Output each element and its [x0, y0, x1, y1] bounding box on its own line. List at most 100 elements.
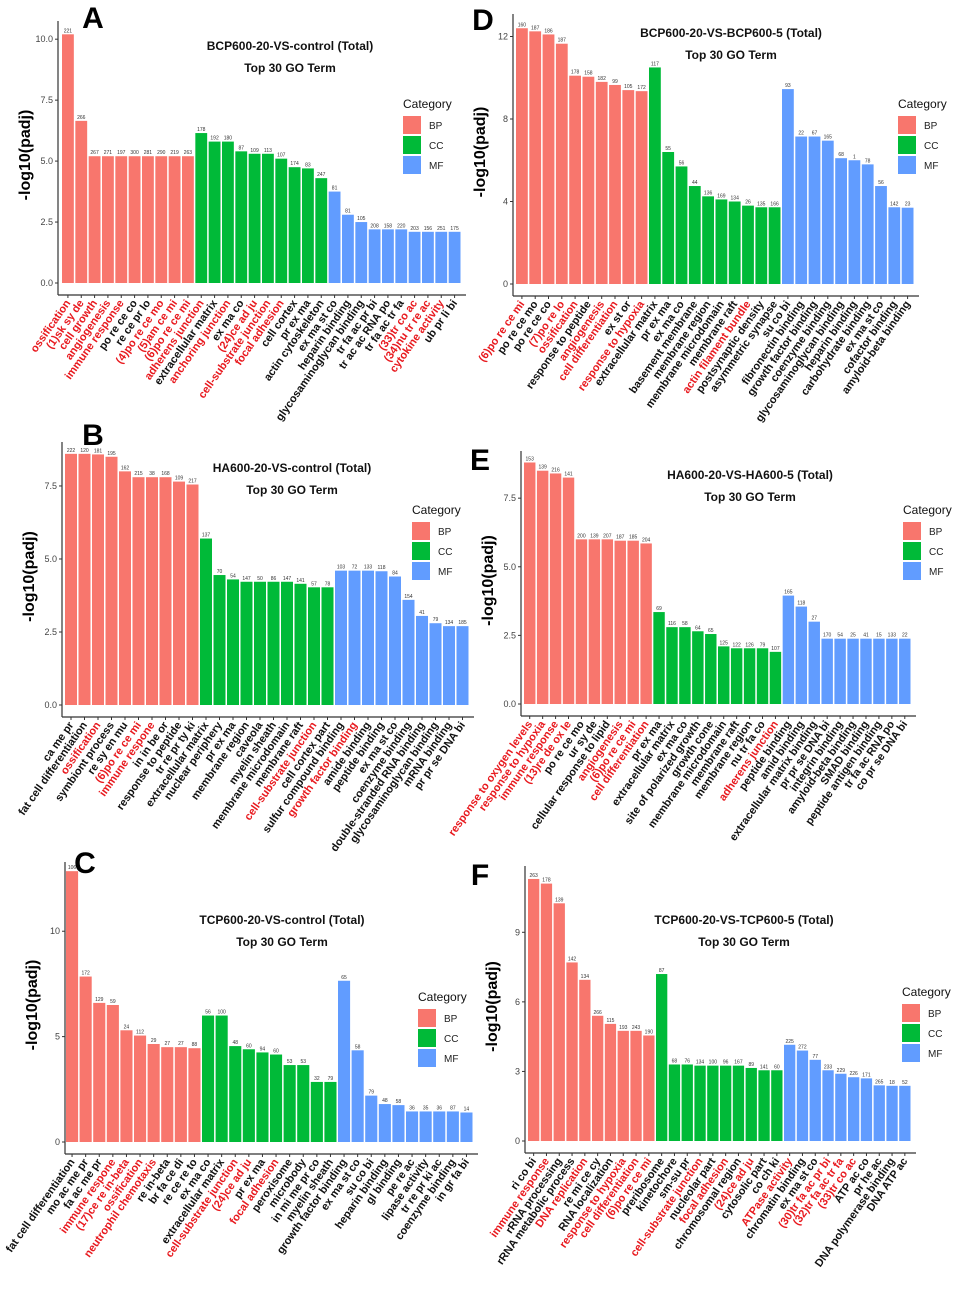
panel-letter: C	[74, 847, 96, 880]
legend-label: BP	[438, 527, 452, 538]
bar-mf	[899, 638, 911, 704]
legend-title: Category	[902, 985, 951, 999]
bar-count-label: 69	[656, 606, 662, 612]
bar-count-label: 105	[624, 84, 633, 90]
chart-title: BCP600-20-VS-control (Total)	[207, 39, 373, 53]
bar-bp	[146, 477, 158, 705]
bar-cc	[200, 538, 212, 705]
bar-count-label: 135	[757, 201, 766, 207]
bar-mf	[456, 626, 469, 705]
y-tick-label: 5.0	[44, 554, 57, 564]
bar-cc	[756, 648, 769, 704]
bar-cc	[656, 974, 668, 1141]
bar-bp	[92, 454, 104, 705]
panel-f: F TCP600-20-VS-TCP600-5 (Total) Top 30 GO …	[471, 859, 951, 1270]
bar-count-label: 15	[876, 633, 882, 639]
bar-count-label: 147	[283, 576, 292, 582]
bar-count-label: 165	[784, 590, 793, 596]
bar-cc	[730, 648, 743, 704]
bar-count-label: 60	[273, 1049, 279, 1055]
bar-count-label: 56	[205, 1010, 211, 1016]
bar-count-label: 300	[130, 150, 139, 156]
bar-count-label: 78	[325, 581, 331, 587]
bar-mf	[355, 222, 368, 283]
bar-count-label: 221	[64, 28, 73, 34]
bar-count-label: 27	[164, 1041, 170, 1047]
bar-count-label: 29	[151, 1038, 157, 1044]
bar-count-label: 251	[437, 226, 446, 232]
bar-mf	[795, 606, 808, 704]
bar-cc	[308, 587, 320, 705]
bar-bp	[105, 456, 118, 705]
bar-count-label: 136	[704, 190, 713, 196]
legend-label: MF	[438, 567, 452, 578]
legend-title: Category	[903, 503, 952, 517]
y-tick-label: 0.0	[503, 699, 516, 709]
bar-mf	[338, 980, 351, 1142]
bar-count-label: 23	[905, 202, 911, 208]
bar-count-label: 272	[798, 1045, 807, 1051]
bar-count-label: 117	[651, 61, 659, 67]
bar-count-label: 142	[568, 956, 577, 962]
bar-count-label: 153	[526, 456, 535, 462]
bar-count-label: 229	[837, 1068, 846, 1074]
bar-mf	[328, 191, 341, 283]
bar-count-label: 32	[314, 1076, 320, 1082]
bar-cc	[227, 579, 239, 705]
bar-mf	[416, 615, 428, 705]
y-tick-label: 10.0	[35, 34, 53, 44]
bar-count-label: 139	[538, 465, 547, 471]
legend-swatch-mf	[412, 562, 430, 580]
legend-swatch-bp	[902, 1004, 920, 1022]
bar-count-label: 133	[364, 565, 373, 571]
bar-count-label: 53	[287, 1059, 293, 1065]
bar-count-label: 81	[332, 186, 338, 192]
bar-mf	[782, 89, 794, 284]
bar-count-label: 81	[345, 209, 351, 215]
bar-count-label: 169	[717, 193, 726, 199]
bar-cc	[294, 583, 307, 705]
bar-count-label: 166	[770, 201, 779, 207]
legend-label: MF	[444, 1054, 458, 1065]
bar-count-label: 181	[94, 448, 103, 454]
bar-bp	[88, 156, 101, 283]
bar-count-label: 134	[731, 196, 740, 202]
bar-count-label: 158	[384, 223, 393, 229]
bar-count-label: 243	[632, 1025, 641, 1031]
bar-cc	[256, 1052, 269, 1142]
y-tick-label: 5.0	[40, 156, 53, 166]
bar-bp	[630, 1030, 642, 1141]
bar-cc	[728, 201, 741, 284]
bar-cc	[649, 67, 661, 284]
bar-cc	[302, 168, 314, 283]
y-tick-label: 6	[515, 997, 520, 1007]
bar-bp	[540, 883, 553, 1141]
bar-mf	[835, 1073, 847, 1141]
bar-cc	[324, 1081, 337, 1142]
bar-count-label: 70	[217, 569, 223, 575]
bar-mf	[335, 570, 347, 705]
bar-count-label: 27	[811, 616, 817, 622]
bar-mf	[860, 638, 872, 704]
bar-mf	[901, 207, 914, 284]
bar-cc	[743, 648, 756, 704]
legend-swatch-bp	[412, 522, 430, 540]
bar-mf	[419, 1111, 432, 1142]
bar-cc	[718, 646, 730, 704]
legend-swatch-cc	[412, 542, 430, 560]
bar-bp	[592, 1015, 604, 1141]
bar-count-label: 22	[902, 633, 908, 639]
bar-count-label: 156	[424, 226, 433, 232]
bar-mf	[351, 1050, 364, 1142]
legend-swatch-bp	[898, 116, 916, 134]
bar-mf	[886, 638, 898, 704]
legend-label: MF	[924, 161, 938, 172]
bar-count-label: 216	[551, 467, 560, 473]
bar-count-label: 93	[785, 83, 791, 89]
bar-count-label: 60	[774, 1064, 780, 1070]
chart-title: BCP600-20-VS-BCP600-5 (Total)	[640, 26, 822, 40]
bar-count-label: 139	[555, 897, 564, 903]
bar-count-label: 180	[224, 136, 233, 142]
bar-bp	[173, 481, 185, 705]
bar-count-label: 65	[708, 628, 714, 634]
